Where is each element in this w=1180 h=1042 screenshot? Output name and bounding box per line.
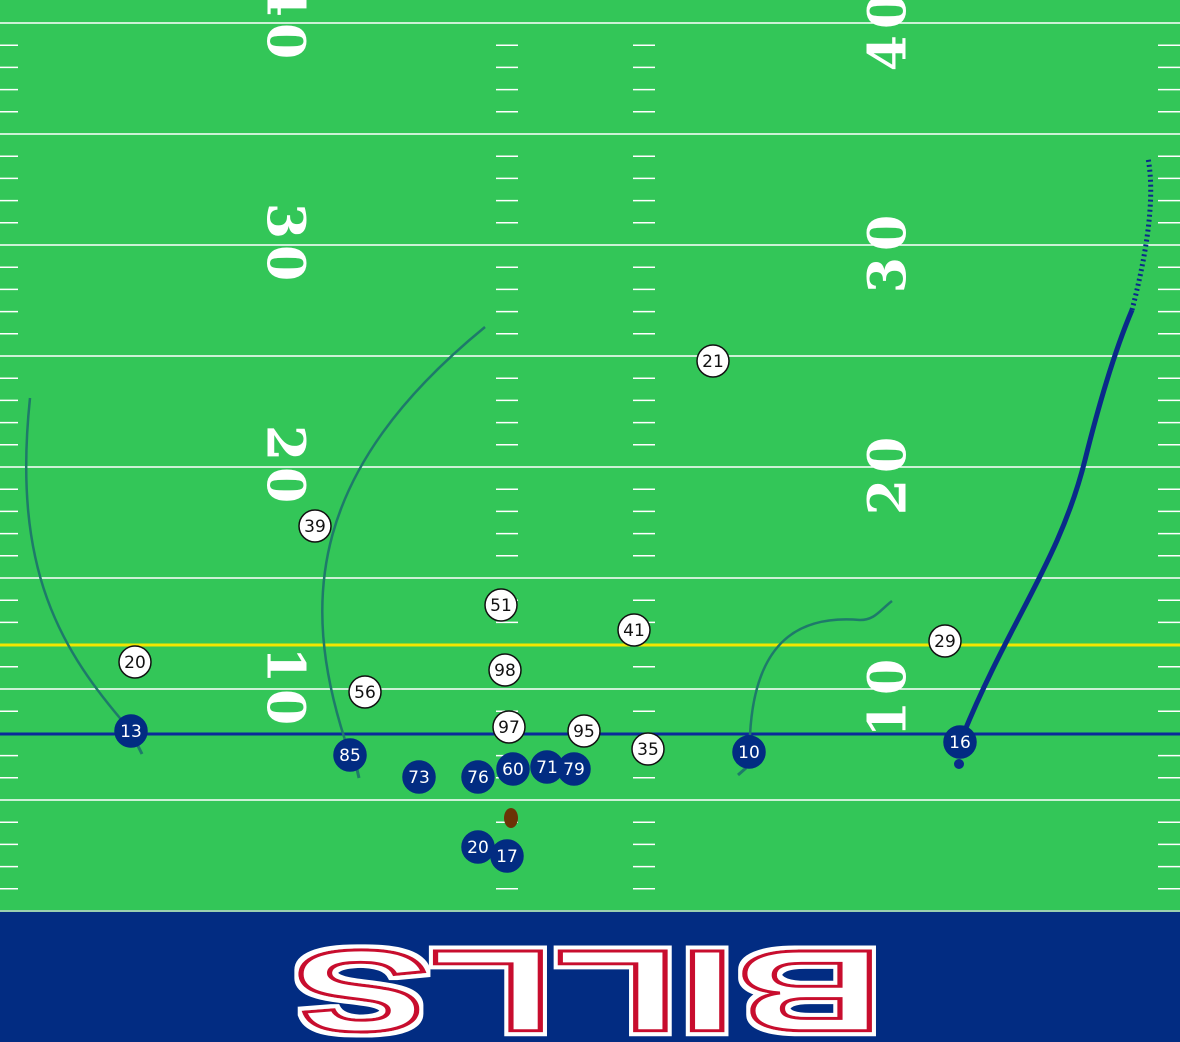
player-marker [114,714,148,748]
player-marker [732,735,766,769]
motion-16 [954,759,964,769]
player-marker [496,752,530,786]
route-16 [960,309,1135,736]
player-marker [333,738,367,772]
offense-player-85[interactable]: 85 [333,738,367,772]
player-marker [492,710,526,744]
player-number: 16 [949,733,971,753]
player-marker [617,613,651,647]
offense-player-16[interactable]: 16 [943,725,977,759]
offense-player-76[interactable]: 76 [461,760,495,794]
player-marker [567,714,601,748]
player-number: 97 [498,718,520,738]
player-marker [631,732,665,766]
offense-player-79[interactable]: 79 [557,752,591,786]
defense-player-21[interactable]: 21 [696,344,730,378]
player-marker [696,344,730,378]
player-number: 41 [623,621,645,641]
player-number: 85 [339,746,361,766]
yard-number-right: 30 [858,209,919,293]
yard-number-left: 30 [255,203,316,287]
player-number: 76 [467,768,489,788]
player-marker [943,725,977,759]
player-number: 21 [702,352,724,372]
yard-number-right: 40 [858,0,919,71]
endzone-logo: BILLS [292,925,885,1042]
yard-number-left: 10 [255,647,316,731]
player-number: 98 [494,661,516,681]
player-number: 10 [738,743,760,763]
route-16-option [1129,157,1154,311]
offense-player-71[interactable]: 71 [530,750,564,784]
yard-number-left: 20 [255,425,316,509]
player-number: 95 [573,722,595,742]
player-number: 29 [934,632,956,652]
defense-player-56[interactable]: 56 [348,675,382,709]
football [504,808,518,828]
player-number: 17 [496,847,518,867]
player-marker [461,760,495,794]
player-marker [118,645,152,679]
routes [24,157,1154,779]
player-marker [348,675,382,709]
player-number: 71 [536,758,558,778]
defense-player-97[interactable]: 97 [492,710,526,744]
player-number: 51 [490,596,512,616]
route-13 [24,397,132,732]
player-marker [557,752,591,786]
offense-player-17[interactable]: 17 [490,839,524,873]
defense-player-29[interactable]: 29 [928,624,962,658]
player-marker [928,624,962,658]
player-marker [488,653,522,687]
player-number: 13 [120,722,142,742]
player-marker [490,839,524,873]
player-number: 20 [124,653,146,673]
offense-player-60[interactable]: 60 [496,752,530,786]
player-number: 60 [502,760,524,780]
players: 21 39 51 41 20 56 98 29 97 95 35 13 85 73 76 60 71 79 10 16… [114,344,977,873]
route-85 [321,326,486,741]
offense-player-73[interactable]: 73 [402,760,436,794]
offense-player-20[interactable]: 20 [461,830,495,864]
defense-player-35[interactable]: 35 [631,732,665,766]
motion-10 [737,766,747,777]
route-10 [748,600,893,736]
player-number: 56 [354,683,376,703]
player-number: 39 [304,517,326,537]
offense-player-10[interactable]: 10 [732,735,766,769]
defense-player-95[interactable]: 95 [567,714,601,748]
defense-player-41[interactable]: 41 [617,613,651,647]
player-marker [298,509,332,543]
player-number: 20 [467,838,489,858]
defense-player-51[interactable]: 51 [484,588,518,622]
yard-number-left: 40 [255,0,316,65]
defense-player-20[interactable]: 20 [118,645,152,679]
yard-number-right: 20 [858,431,919,515]
svg-text:BILLS: BILLS [293,926,883,1042]
yard-number-right: 10 [858,653,919,737]
defense-player-39[interactable]: 39 [298,509,332,543]
player-marker [402,760,436,794]
endzone [0,911,1180,1042]
player-number: 73 [408,768,430,788]
yard-numbers: 40 40 30 30 20 20 10 10 [255,0,919,737]
grass [0,0,1180,911]
offense-player-13[interactable]: 13 [114,714,148,748]
player-number: 35 [637,740,659,760]
player-number: 79 [563,760,585,780]
defense-player-98[interactable]: 98 [488,653,522,687]
player-marker [484,588,518,622]
